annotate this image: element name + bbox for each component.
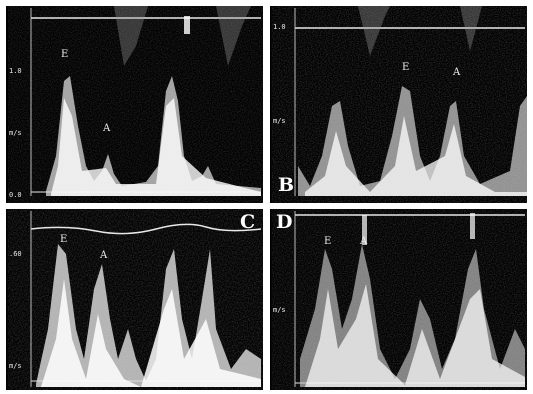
doppler-spectrum-b xyxy=(270,6,527,203)
panel-letter-d: D xyxy=(276,211,293,233)
wave-label-a: A xyxy=(103,123,111,134)
doppler-panel-c: .60 m/s E A C xyxy=(6,209,263,390)
panel-letter-c: C xyxy=(240,211,256,233)
axis-label-top: 1.0 xyxy=(273,23,286,31)
doppler-panel-a: 1.0 m/s 0.0 E A xyxy=(6,6,263,203)
wave-label-e: E xyxy=(61,49,69,60)
doppler-panel-d: m/s E A D xyxy=(270,209,527,390)
wave-label-e: E xyxy=(324,236,332,247)
doppler-spectrum-a xyxy=(6,6,263,203)
axis-label-unit: m/s xyxy=(273,117,286,125)
doppler-spectrum-c xyxy=(6,209,263,390)
axis-label-top: 1.0 xyxy=(9,67,22,75)
wave-label-e: E xyxy=(60,234,68,245)
wave-label-a: A xyxy=(453,67,461,78)
wave-label-a: A xyxy=(100,250,108,261)
axis-label-unit: m/s xyxy=(273,306,286,314)
wave-label-e: E xyxy=(402,62,410,73)
doppler-spectrum-d xyxy=(270,209,527,390)
axis-label-zero: 0.0 xyxy=(9,191,22,199)
doppler-panel-b: 1.0 m/s E A B xyxy=(270,6,527,203)
panel-letter-b: B xyxy=(278,174,295,196)
axis-label-unit: m/s xyxy=(9,362,22,370)
axis-label-top: .60 xyxy=(9,250,22,258)
axis-label-unit: m/s xyxy=(9,129,22,137)
wave-label-a: A xyxy=(360,236,368,247)
